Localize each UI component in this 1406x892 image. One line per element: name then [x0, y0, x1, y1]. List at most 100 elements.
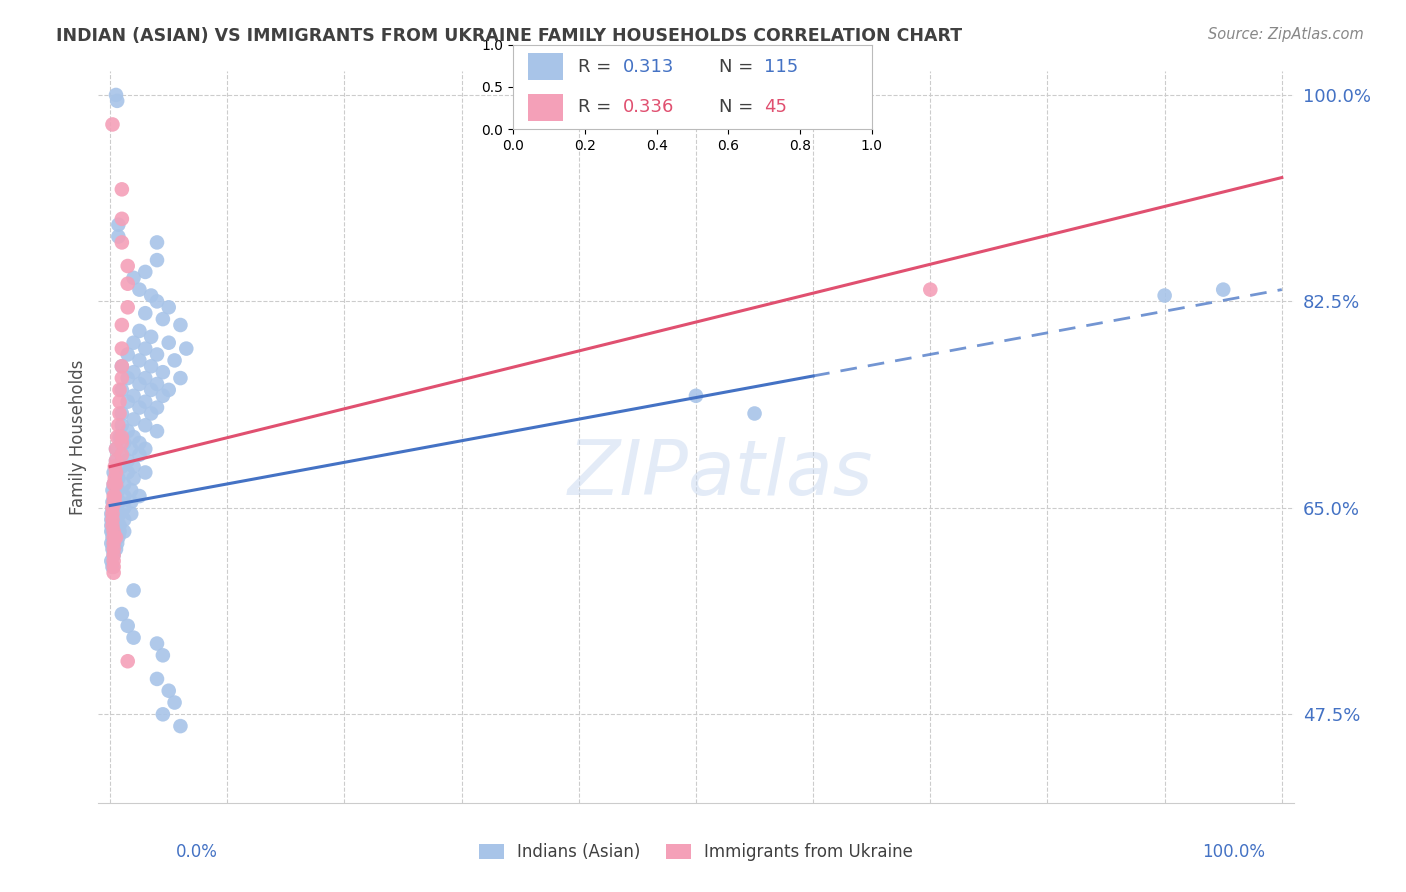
Point [107, 229, 129, 244]
Point [117, 424, 139, 438]
Point [100, 536, 122, 550]
Point [108, 518, 131, 533]
Point [101, 530, 124, 544]
Point [141, 359, 163, 374]
Point [103, 566, 125, 580]
Point [107, 418, 129, 433]
Point [163, 696, 186, 710]
Point [111, 607, 134, 621]
Point [101, 513, 124, 527]
Point [152, 648, 174, 663]
Point [744, 407, 766, 421]
Point [100, 507, 122, 521]
Point [146, 253, 169, 268]
Point [134, 394, 156, 409]
Point [103, 536, 125, 550]
Point [152, 389, 174, 403]
Point [128, 283, 150, 297]
Point [141, 407, 163, 421]
Point [128, 436, 150, 450]
Point [103, 466, 125, 480]
Text: 100.0%: 100.0% [1202, 843, 1265, 861]
Point [105, 453, 128, 467]
Point [107, 471, 129, 485]
Text: R =: R = [578, 98, 617, 116]
Point [134, 265, 156, 279]
Point [174, 342, 197, 356]
Point [108, 430, 131, 444]
Point [120, 507, 142, 521]
Text: N =: N = [720, 98, 759, 116]
Point [103, 518, 125, 533]
Text: Source: ZipAtlas.com: Source: ZipAtlas.com [1208, 27, 1364, 42]
Point [169, 371, 191, 385]
Point [169, 318, 191, 332]
Point [111, 371, 134, 385]
Point [120, 483, 142, 498]
Point [105, 466, 128, 480]
Point [146, 294, 169, 309]
Point [103, 513, 125, 527]
Point [105, 518, 128, 533]
Point [105, 542, 128, 557]
Point [111, 182, 134, 196]
Point [104, 530, 127, 544]
Point [152, 707, 174, 722]
Point [111, 383, 134, 397]
Point [141, 330, 163, 344]
Point [111, 407, 134, 421]
FancyBboxPatch shape [527, 94, 564, 120]
Point [105, 442, 128, 456]
Point [105, 500, 128, 515]
Point [103, 542, 125, 557]
Point [101, 500, 124, 515]
Point [134, 418, 156, 433]
Point [104, 459, 127, 474]
Point [117, 259, 139, 273]
Point [157, 383, 180, 397]
Point [103, 548, 125, 562]
Point [128, 324, 150, 338]
Point [103, 554, 125, 568]
Point [111, 418, 134, 433]
Point [112, 513, 135, 527]
Point [105, 442, 128, 456]
Text: R =: R = [578, 58, 617, 76]
Point [111, 448, 134, 462]
Text: 0.336: 0.336 [623, 98, 673, 116]
Point [105, 430, 128, 444]
Point [107, 530, 129, 544]
Point [104, 495, 127, 509]
Point [101, 507, 124, 521]
Point [134, 466, 156, 480]
Point [146, 347, 169, 361]
Point [146, 235, 169, 250]
Point [134, 371, 156, 385]
Point [111, 448, 134, 462]
Point [920, 283, 942, 297]
Point [122, 583, 145, 598]
Point [105, 489, 128, 503]
Y-axis label: Family Households: Family Households [69, 359, 87, 515]
Point [103, 530, 125, 544]
Point [122, 459, 145, 474]
Point [105, 87, 128, 102]
Point [101, 483, 124, 498]
Point [163, 353, 186, 368]
Point [134, 306, 156, 320]
Point [103, 536, 125, 550]
Point [107, 483, 129, 498]
Point [117, 277, 139, 291]
Point [111, 359, 134, 374]
Point [112, 436, 135, 450]
Point [103, 477, 125, 491]
Point [128, 489, 150, 503]
Point [122, 631, 145, 645]
Point [105, 513, 128, 527]
Point [101, 559, 124, 574]
Point [108, 394, 131, 409]
Text: INDIAN (ASIAN) VS IMMIGRANTS FROM UKRAINE FAMILY HOUSEHOLDS CORRELATION CHART: INDIAN (ASIAN) VS IMMIGRANTS FROM UKRAIN… [56, 27, 962, 45]
Point [101, 524, 124, 539]
Point [685, 389, 707, 403]
Point [104, 489, 127, 503]
